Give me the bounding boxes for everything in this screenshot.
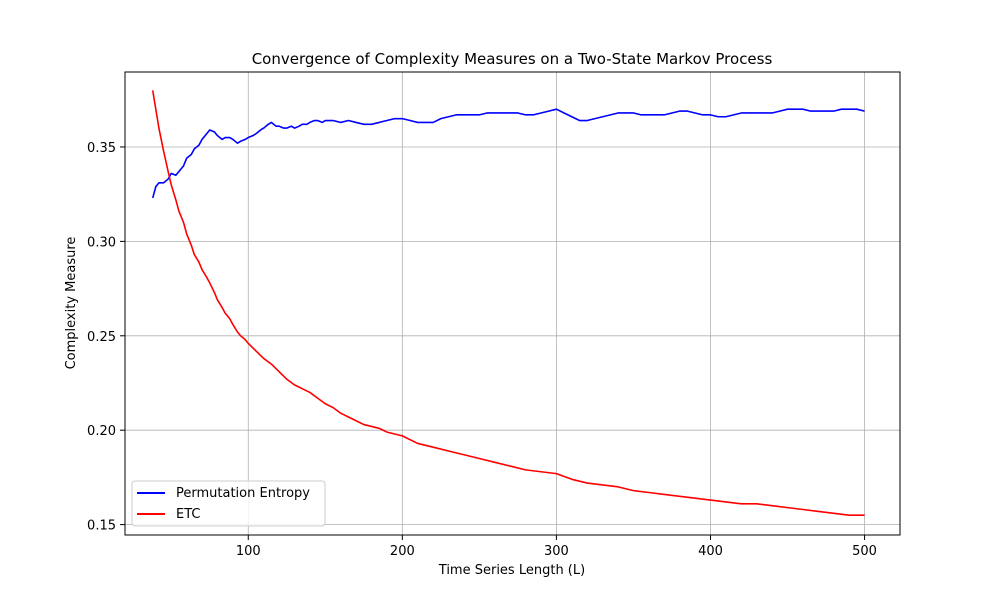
- legend: Permutation Entropy ETC: [131, 480, 326, 527]
- plot-area: [125, 72, 900, 535]
- x-tick-label: 400: [698, 544, 723, 559]
- y-tick-label: 0.30: [87, 235, 116, 250]
- legend-label-etc: ETC: [176, 507, 200, 522]
- series-layer: [151, 90, 865, 516]
- y-axis-label: Complexity Measure: [64, 237, 79, 370]
- chart-title: Convergence of Complexity Measures on a …: [252, 50, 773, 68]
- series-line-etc: [151, 90, 865, 516]
- x-tick-label: 300: [544, 544, 569, 559]
- series-line-permutation-entropy: [151, 108, 865, 199]
- y-tick-label: 0.35: [87, 141, 116, 156]
- x-axis-label: Time Series Length (L): [438, 563, 585, 578]
- x-tick-label: 100: [236, 544, 261, 559]
- y-tick-label: 0.15: [87, 519, 116, 534]
- y-tick-label: 0.25: [87, 330, 116, 345]
- x-tick-label: 500: [852, 544, 877, 559]
- ticks: 100 200 300 400 500 0.15 0.20 0.25 0.30 0.35: [87, 141, 877, 559]
- legend-box: [131, 480, 326, 527]
- y-tick-label: 0.20: [87, 424, 116, 439]
- legend-label-permutation-entropy: Permutation Entropy: [176, 486, 310, 501]
- plot-frame: [124, 71, 901, 536]
- x-tick-label: 200: [390, 544, 415, 559]
